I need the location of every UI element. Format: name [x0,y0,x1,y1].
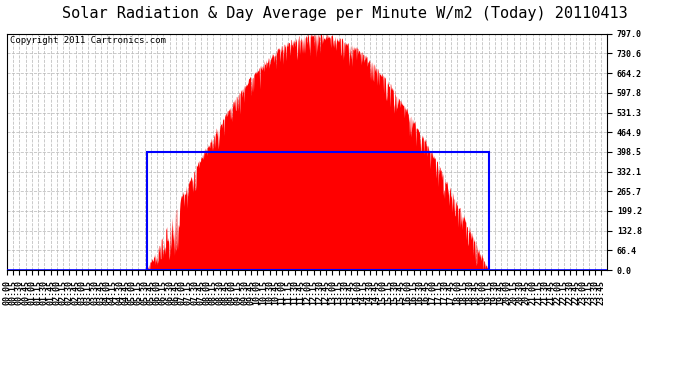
Text: Copyright 2011 Cartronics.com: Copyright 2011 Cartronics.com [10,36,166,45]
Text: Solar Radiation & Day Average per Minute W/m2 (Today) 20110413: Solar Radiation & Day Average per Minute… [62,6,628,21]
Bar [147,152,489,270]
